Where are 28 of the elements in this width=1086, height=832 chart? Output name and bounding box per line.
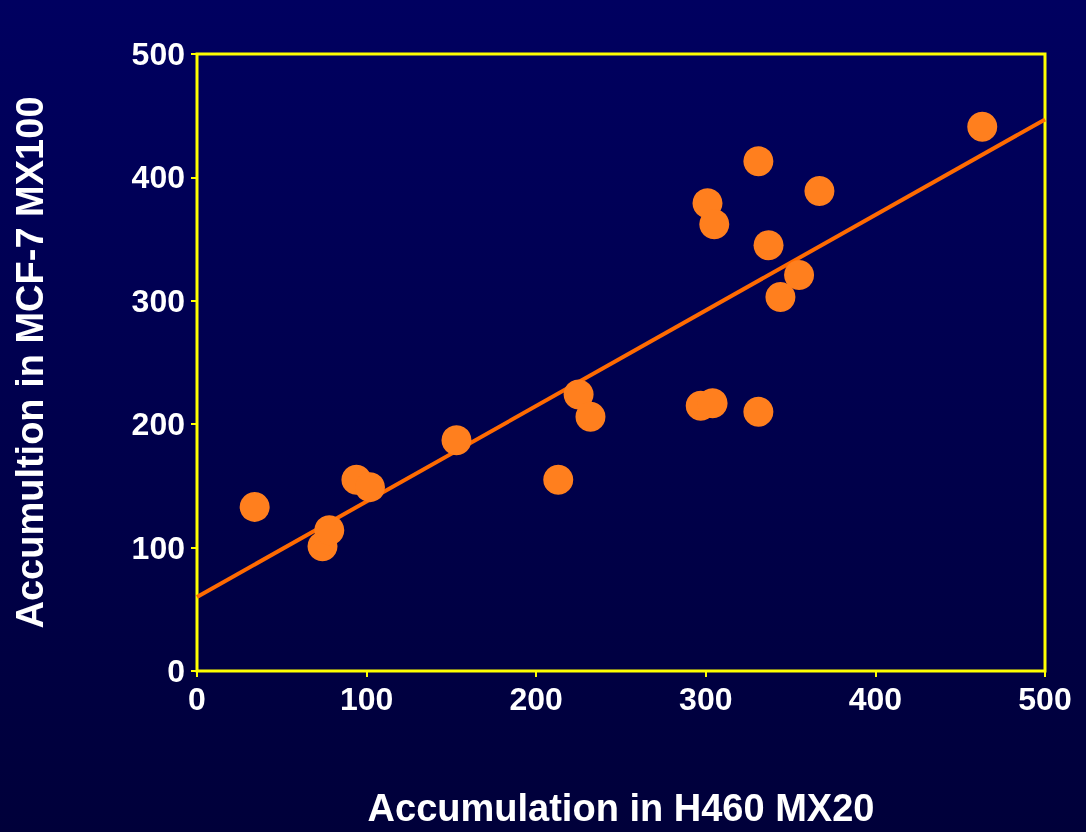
x-tick-label: 100 (339, 681, 394, 717)
point (804, 175, 835, 206)
point (765, 282, 796, 313)
point (784, 259, 815, 290)
x-axis-title: Accumulation in H460 MX20 (367, 787, 875, 829)
x-tick-label: 300 (679, 681, 733, 717)
point (543, 464, 574, 495)
point (355, 472, 385, 503)
point (239, 491, 270, 522)
y-axis-title: Accumultion in MCF-7 MX100 (9, 96, 51, 629)
x-tick-label: 200 (509, 681, 563, 717)
point (441, 425, 472, 456)
point (753, 230, 784, 261)
y-tick-label: 0 (167, 653, 185, 689)
x-tick-label: 400 (848, 681, 903, 717)
y-tick-label: 100 (131, 529, 185, 566)
y-tick-label: 500 (131, 36, 185, 72)
x-tick-label: 500 (1018, 681, 1072, 717)
y-tick-label: 200 (131, 406, 185, 443)
point (563, 379, 594, 410)
point (743, 146, 774, 177)
point (314, 515, 345, 546)
point (743, 396, 774, 427)
y-tick-label: 400 (131, 159, 185, 196)
point (575, 401, 606, 432)
y-tick-label: 300 (131, 282, 185, 319)
point (967, 111, 998, 142)
point (699, 209, 730, 240)
